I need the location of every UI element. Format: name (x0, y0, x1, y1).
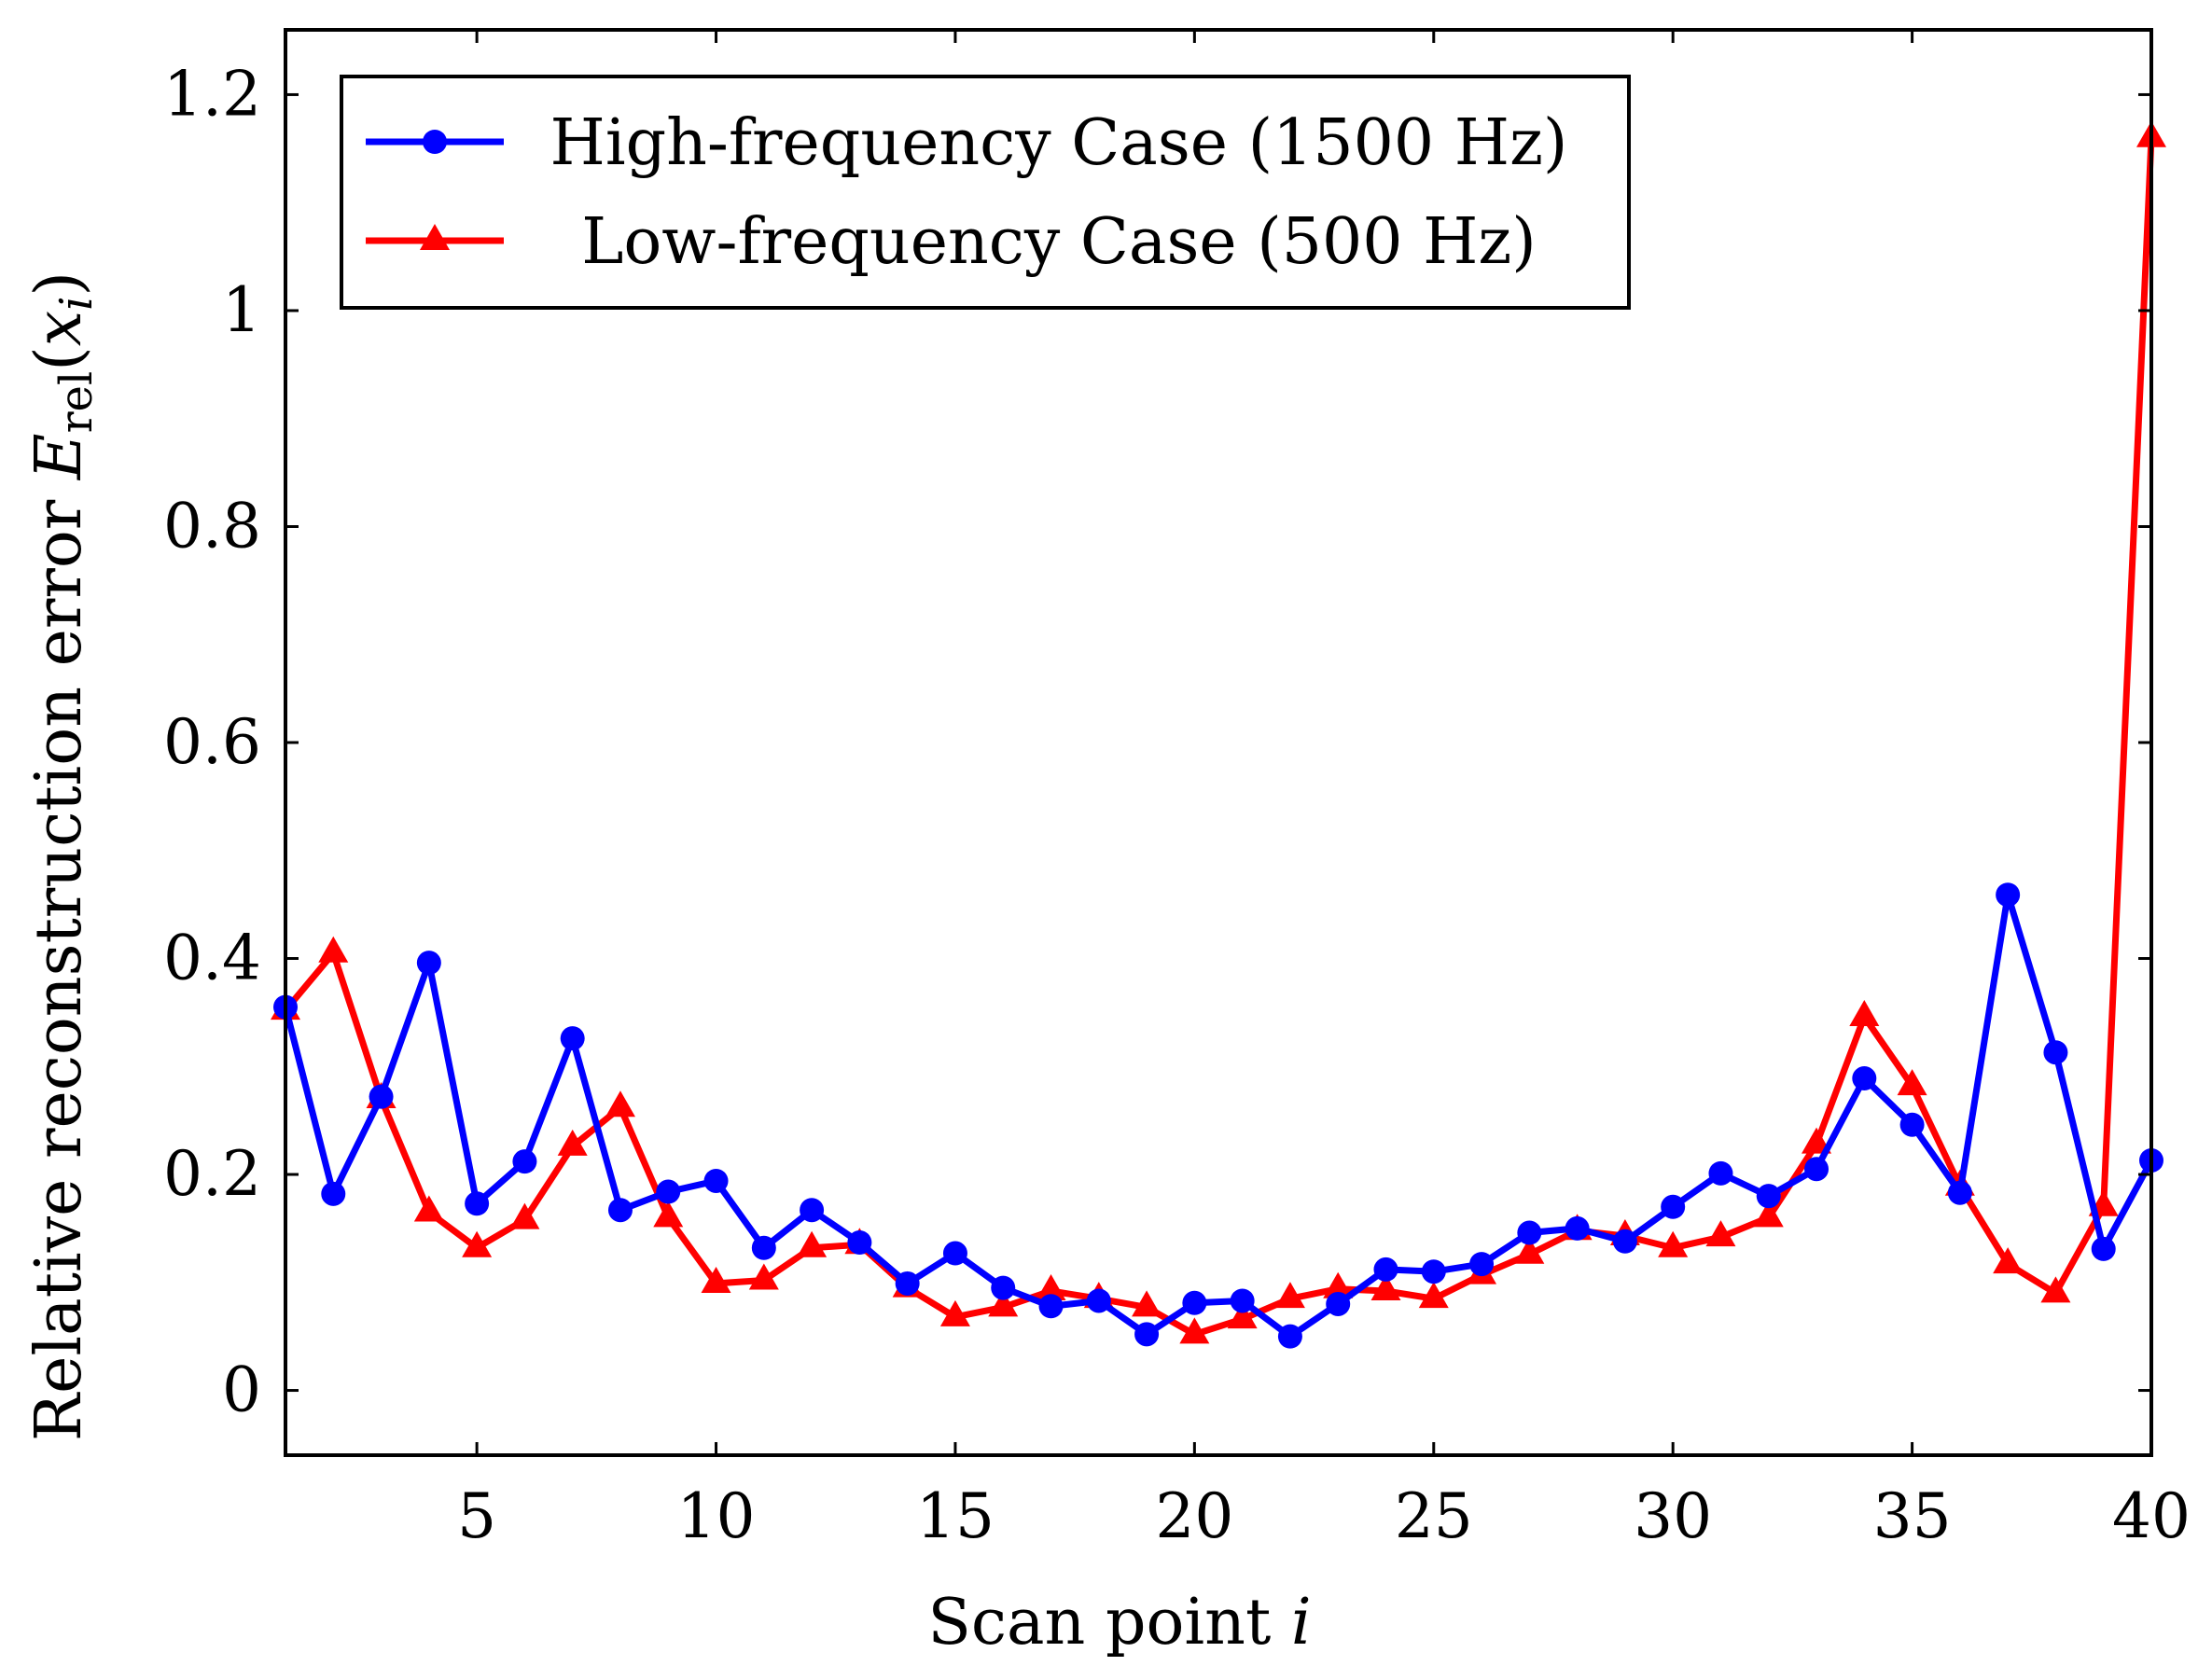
y-tick-label: 0.8 (163, 490, 261, 562)
data-point-high-frequency (1756, 1184, 1781, 1209)
legend-label-low-frequency: Low-frequency Case (500 Hz) (581, 205, 1537, 279)
data-point-low-frequency (797, 1230, 828, 1257)
y-tick-label: 0.6 (163, 706, 261, 778)
data-point-high-frequency (1134, 1322, 1160, 1347)
data-point-high-frequency (465, 1191, 490, 1216)
data-point-low-frequency (413, 1195, 444, 1222)
data-point-high-frequency (1947, 1180, 1972, 1205)
data-point-high-frequency (847, 1229, 872, 1255)
y-tick-label: 0.4 (163, 923, 261, 994)
ticks-layer: 5 10 15 20 25 30 35 40 0 0.2 0.4 0.6 0.8 1 1.2 (163, 30, 2191, 1552)
data-point-low-frequency (1227, 1302, 1258, 1329)
y-axis-title: Relative reconstruction error Erel(xi) (22, 271, 103, 1441)
data-point-high-frequency (1230, 1288, 1255, 1313)
data-point-high-frequency (1661, 1194, 1686, 1219)
data-point-low-frequency (1036, 1274, 1066, 1301)
x-tick-label: 10 (677, 1480, 756, 1552)
data-point-low-frequency (1514, 1237, 1545, 1264)
x-axis-title: Scan point i (927, 1586, 1311, 1659)
data-point-low-frequency (509, 1202, 540, 1229)
x-tick-label: 25 (1395, 1480, 1473, 1552)
data-point-low-frequency (1705, 1220, 1736, 1247)
plot-frame (284, 28, 2153, 1457)
data-point-high-frequency (607, 1198, 633, 1223)
legend-label-high-frequency: High-frequency Case (1500 Hz) (550, 106, 1568, 180)
data-point-high-frequency (1899, 1112, 1925, 1137)
data-point-high-frequency (991, 1275, 1016, 1300)
y-tick-label: 0 (222, 1354, 261, 1426)
data-point-low-frequency (2040, 1276, 2071, 1303)
data-point-high-frequency (751, 1235, 776, 1260)
data-point-high-frequency (560, 1026, 585, 1051)
data-point-high-frequency (512, 1149, 537, 1174)
x-tick-label: 15 (916, 1480, 995, 1552)
data-point-high-frequency (1804, 1157, 1829, 1182)
data-point-low-frequency (1418, 1282, 1449, 1309)
data-point-high-frequency (1517, 1220, 1542, 1245)
data-point-low-frequency (1802, 1127, 1832, 1154)
legend-marker-low-frequency (420, 224, 450, 250)
series-layer (271, 120, 2166, 1349)
x-tick-label: 5 (457, 1480, 496, 1552)
data-point-high-frequency (1708, 1160, 1733, 1186)
y-tick-label: 1 (222, 274, 261, 346)
data-point-low-frequency (939, 1299, 970, 1326)
data-point-high-frequency (800, 1198, 825, 1223)
data-point-low-frequency (1132, 1290, 1162, 1317)
data-point-low-frequency (1658, 1230, 1689, 1257)
data-point-low-frequency (557, 1129, 588, 1156)
y-tick-label: 1.2 (163, 58, 261, 130)
y-tick-label: 0.2 (163, 1138, 261, 1210)
data-point-high-frequency (895, 1270, 920, 1296)
data-point-high-frequency (369, 1084, 394, 1109)
data-point-low-frequency (988, 1290, 1019, 1317)
data-point-low-frequency (605, 1090, 635, 1118)
data-point-low-frequency (1323, 1271, 1354, 1298)
data-point-high-frequency (2091, 1236, 2116, 1261)
legend: High-frequency Case (1500 Hz) Low-freque… (340, 75, 1631, 310)
data-point-high-frequency (416, 951, 441, 976)
data-point-high-frequency (321, 1181, 346, 1206)
data-point-high-frequency (1277, 1324, 1302, 1349)
data-point-high-frequency (1326, 1291, 1351, 1316)
data-point-low-frequency (1849, 1000, 1880, 1027)
x-tick-label: 30 (1634, 1480, 1712, 1552)
data-point-high-frequency (656, 1179, 681, 1204)
legend-box (340, 75, 1631, 310)
data-point-low-frequency (1274, 1282, 1305, 1309)
data-point-low-frequency (318, 936, 349, 963)
data-point-high-frequency (1852, 1066, 1877, 1091)
data-point-high-frequency (1469, 1252, 1495, 1277)
data-point-high-frequency (1086, 1288, 1111, 1313)
data-point-high-frequency (1038, 1294, 1064, 1319)
data-point-high-frequency (1565, 1215, 1590, 1241)
data-point-high-frequency (942, 1241, 967, 1266)
data-point-high-frequency (1182, 1290, 1207, 1315)
series-line-high-frequency (282, 891, 2155, 1340)
data-point-high-frequency (2043, 1040, 2068, 1065)
data-point-low-frequency (653, 1201, 684, 1228)
data-point-low-frequency (701, 1266, 731, 1293)
x-tick-label: 40 (2112, 1480, 2191, 1552)
data-point-high-frequency (1996, 882, 2021, 908)
data-point-low-frequency (1993, 1247, 2024, 1274)
data-point-high-frequency (1612, 1229, 1637, 1254)
data-point-low-frequency (1179, 1317, 1210, 1344)
data-point-low-frequency (1897, 1069, 1927, 1096)
x-tick-label: 35 (1873, 1480, 1952, 1552)
x-tick-label: 20 (1155, 1480, 1233, 1552)
data-point-low-frequency (1370, 1274, 1401, 1301)
legend-marker-high-frequency (423, 130, 447, 154)
data-point-high-frequency (1373, 1257, 1398, 1282)
data-point-high-frequency (703, 1168, 729, 1193)
data-point-low-frequency (1753, 1201, 1784, 1228)
data-point-high-frequency (1421, 1259, 1446, 1284)
data-point-low-frequency (462, 1230, 493, 1257)
data-point-low-frequency (748, 1263, 779, 1290)
